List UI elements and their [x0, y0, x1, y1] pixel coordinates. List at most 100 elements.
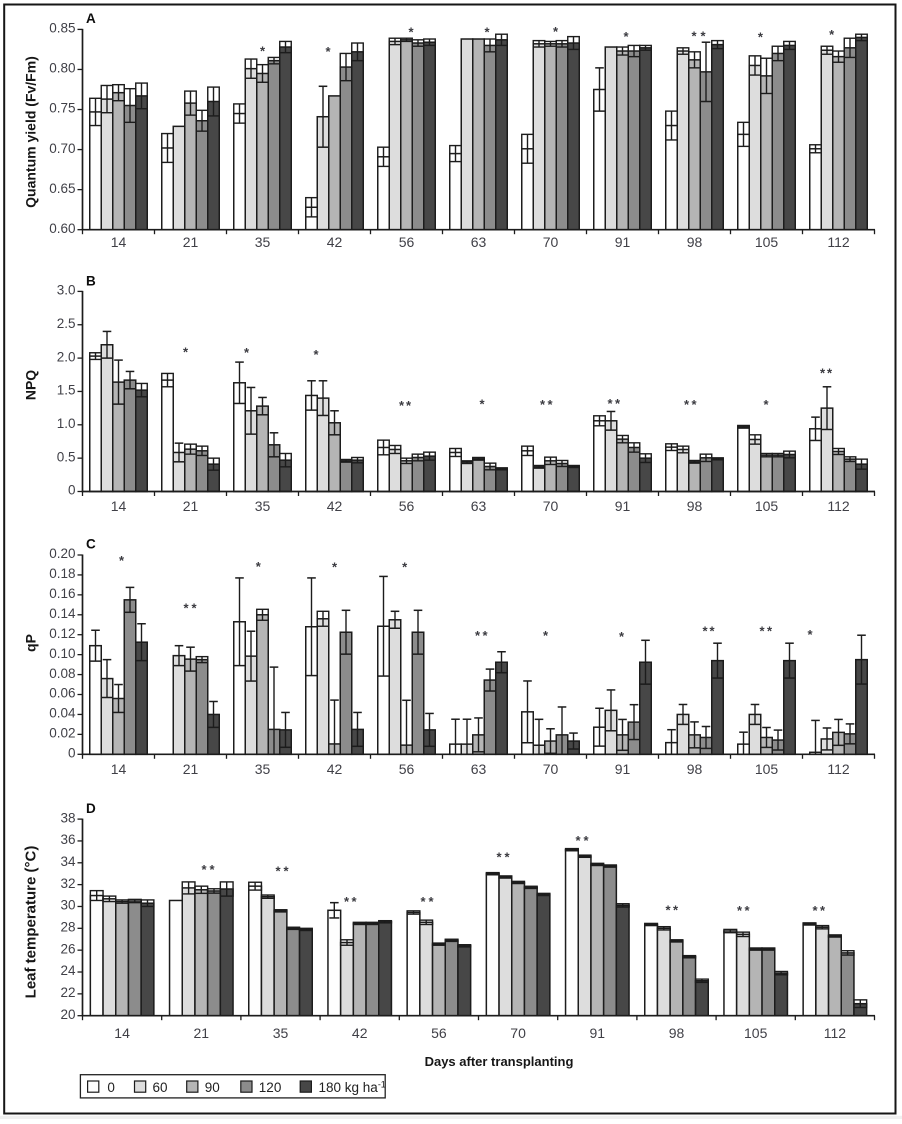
- svg-text:98: 98: [687, 234, 703, 250]
- svg-text:*: *: [827, 366, 833, 381]
- svg-text:*: *: [812, 903, 818, 918]
- svg-text:*: *: [763, 397, 769, 412]
- svg-text:0.10: 0.10: [49, 646, 75, 661]
- svg-text:*: *: [475, 628, 481, 643]
- svg-text:35: 35: [255, 761, 271, 777]
- svg-text:Quantum yield (Fv/Fm): Quantum yield (Fv/Fm): [23, 56, 39, 208]
- svg-text:*: *: [829, 27, 835, 42]
- svg-text:70: 70: [543, 498, 559, 514]
- svg-text:0.85: 0.85: [49, 21, 75, 36]
- svg-text:42: 42: [352, 1025, 368, 1041]
- svg-text:98: 98: [687, 498, 703, 514]
- svg-text:*: *: [209, 862, 215, 877]
- svg-text:0.14: 0.14: [49, 606, 76, 621]
- svg-text:*: *: [673, 903, 679, 918]
- svg-text:70: 70: [543, 761, 559, 777]
- svg-text:22: 22: [60, 985, 75, 1000]
- svg-text:*: *: [183, 600, 189, 615]
- svg-text:*: *: [504, 850, 510, 865]
- svg-text:105: 105: [755, 761, 779, 777]
- svg-text:*: *: [615, 396, 621, 411]
- svg-text:0: 0: [107, 1080, 115, 1095]
- svg-text:91: 91: [615, 234, 631, 250]
- svg-text:63: 63: [471, 234, 487, 250]
- svg-text:98: 98: [687, 761, 703, 777]
- svg-text:C: C: [86, 537, 96, 552]
- svg-text:20: 20: [60, 1007, 75, 1022]
- svg-text:0.70: 0.70: [49, 141, 75, 156]
- svg-text:*: *: [408, 25, 414, 40]
- svg-text:*: *: [737, 903, 743, 918]
- svg-text:112: 112: [827, 234, 850, 250]
- svg-text:105: 105: [755, 498, 779, 514]
- svg-text:qP: qP: [23, 634, 39, 652]
- svg-text:A: A: [86, 11, 96, 26]
- svg-text:*: *: [351, 894, 357, 909]
- svg-text:*: *: [623, 29, 629, 44]
- svg-text:21: 21: [194, 1025, 210, 1041]
- svg-text:*: *: [484, 24, 490, 39]
- svg-text:70: 70: [543, 234, 559, 250]
- svg-text:112: 112: [827, 498, 850, 514]
- svg-text:30: 30: [60, 898, 75, 913]
- svg-text:*: *: [709, 624, 715, 639]
- svg-text:*: *: [496, 850, 502, 865]
- svg-text:35: 35: [273, 1025, 289, 1041]
- svg-text:*: *: [820, 903, 826, 918]
- svg-text:*: *: [807, 627, 813, 642]
- svg-text:*: *: [700, 28, 706, 43]
- svg-text:*: *: [758, 30, 764, 45]
- svg-text:0.04: 0.04: [49, 706, 76, 721]
- svg-text:0.60: 0.60: [49, 221, 75, 236]
- svg-text:28: 28: [60, 920, 75, 935]
- svg-text:B: B: [86, 274, 96, 289]
- svg-text:56: 56: [399, 498, 415, 514]
- svg-text:26: 26: [60, 941, 75, 956]
- svg-text:*: *: [547, 397, 553, 412]
- svg-text:0.20: 0.20: [49, 546, 75, 561]
- svg-text:14: 14: [111, 498, 127, 514]
- svg-text:35: 35: [255, 234, 271, 250]
- svg-text:21: 21: [183, 761, 199, 777]
- svg-text:D: D: [86, 801, 96, 816]
- svg-text:98: 98: [669, 1025, 685, 1041]
- svg-text:180 kg ha-1: 180 kg ha-1: [319, 1079, 386, 1095]
- svg-text:112: 112: [827, 761, 850, 777]
- svg-text:*: *: [583, 833, 589, 848]
- svg-text:NPQ: NPQ: [23, 370, 39, 400]
- svg-text:*: *: [406, 398, 412, 413]
- svg-text:105: 105: [744, 1025, 768, 1041]
- svg-text:91: 91: [615, 761, 631, 777]
- svg-text:*: *: [684, 397, 690, 412]
- svg-text:0.08: 0.08: [49, 666, 75, 681]
- svg-text:56: 56: [399, 234, 415, 250]
- svg-text:105: 105: [755, 234, 779, 250]
- svg-text:32: 32: [60, 876, 75, 891]
- svg-text:0.06: 0.06: [49, 686, 75, 701]
- svg-text:120: 120: [259, 1080, 282, 1095]
- svg-text:*: *: [553, 24, 559, 39]
- svg-text:0: 0: [68, 746, 76, 761]
- svg-text:*: *: [665, 903, 671, 918]
- svg-text:*: *: [244, 345, 250, 360]
- svg-text:91: 91: [590, 1025, 606, 1041]
- svg-text:*: *: [767, 624, 773, 639]
- svg-text:*: *: [744, 903, 750, 918]
- svg-text:112: 112: [824, 1025, 847, 1041]
- svg-text:*: *: [479, 397, 485, 412]
- svg-text:34: 34: [60, 854, 76, 869]
- svg-text:2.5: 2.5: [57, 316, 76, 331]
- svg-text:*: *: [820, 366, 826, 381]
- svg-text:Days after transplanting: Days after transplanting: [425, 1054, 574, 1069]
- svg-text:*: *: [482, 628, 488, 643]
- svg-text:0.75: 0.75: [49, 101, 75, 116]
- svg-text:14: 14: [111, 234, 127, 250]
- svg-text:21: 21: [183, 234, 199, 250]
- svg-text:*: *: [691, 397, 697, 412]
- svg-text:*: *: [256, 559, 262, 574]
- svg-text:38: 38: [60, 810, 75, 825]
- svg-text:*: *: [344, 894, 350, 909]
- svg-text:*: *: [313, 347, 319, 362]
- svg-text:*: *: [543, 628, 549, 643]
- svg-text:24: 24: [60, 963, 76, 978]
